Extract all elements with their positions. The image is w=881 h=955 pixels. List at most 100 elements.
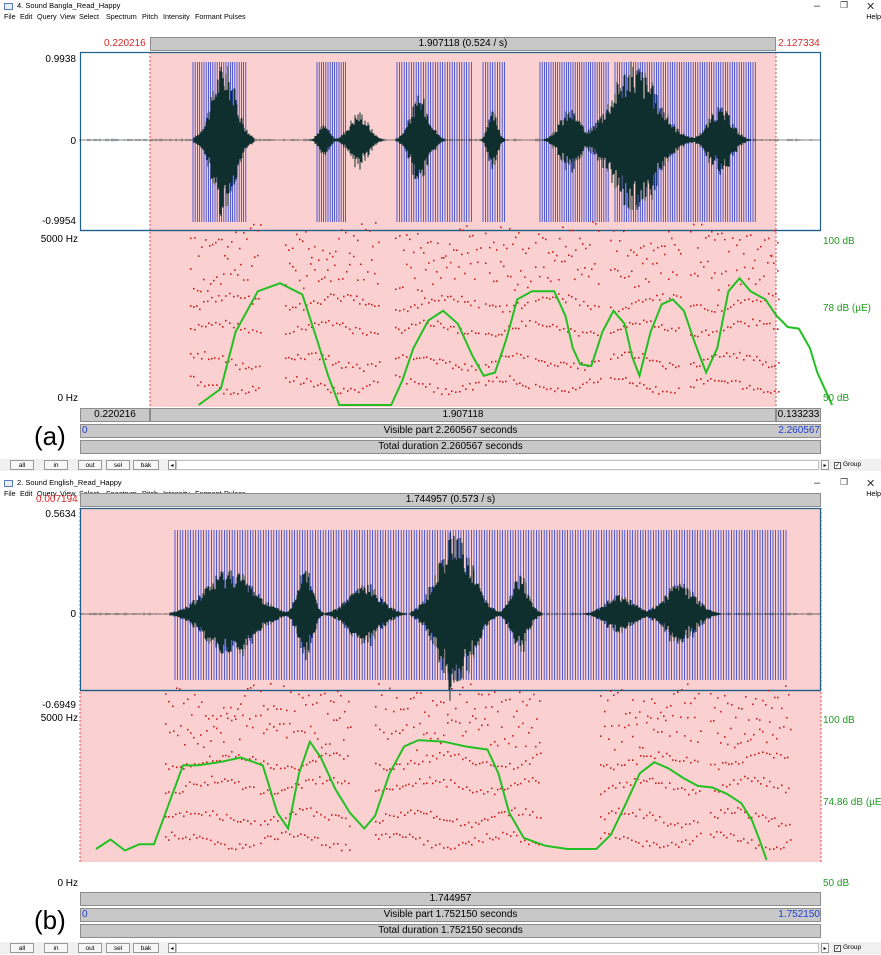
formant-dot [228,755,230,758]
total-duration-bar[interactable]: Total duration 1.752150 seconds [80,924,821,938]
selection-bar[interactable]: 1.744957 (0.573 / s) [80,493,821,507]
formant-dot [512,327,514,330]
formant-dot [478,381,480,384]
restore-icon[interactable]: ❐ [840,0,849,10]
formant-dot [253,786,255,789]
formant-dot [223,741,225,743]
formant-dot [474,837,476,839]
close-icon[interactable]: ✕ [866,1,876,13]
visible-part-bar[interactable]: Visible part 2.260567 seconds [80,424,821,438]
bak-button[interactable]: bak [133,943,159,953]
formant-dot [513,715,515,718]
formant-dot [189,838,191,841]
scroll-left-icon[interactable]: ◂ [168,460,176,470]
formant-dot [694,716,696,719]
formant-dot [513,831,515,833]
menu-file[interactable]: File [4,12,16,21]
formant-dot [704,308,706,310]
menu-view[interactable]: View [60,12,76,21]
minimize-icon[interactable]: – [814,477,821,489]
time-bar-left[interactable]: 0.220216 [80,408,150,422]
out-button[interactable]: out [78,460,102,470]
menu-help[interactable]: Help [866,489,881,498]
out-button[interactable]: out [78,943,102,953]
formant-dot [320,694,322,696]
formant-dot [645,278,647,280]
scroll-left-icon[interactable]: ◂ [168,943,176,953]
waveform-spectrogram-b[interactable] [79,507,822,863]
formant-dot [404,814,406,816]
scroll-right-icon[interactable]: ▸ [821,460,829,470]
menu-select[interactable]: Select [79,12,99,21]
sel-button[interactable]: sel [106,943,130,953]
formant-dot [375,790,377,792]
selection-bar[interactable]: 1.907118 (0.524 / s) [150,37,776,51]
formant-dot [636,763,638,766]
menu-spectrum[interactable]: Spectrum [106,12,137,21]
formant-dot [763,323,765,325]
group-checkbox[interactable]: ✓ Group [834,943,861,953]
menu-file[interactable]: File [4,489,16,498]
formant-dot [710,377,712,380]
formant-dot [446,785,448,788]
sel-button[interactable]: sel [106,460,130,470]
formant-dot [500,260,502,263]
formant-dot [284,788,286,791]
formant-dot [453,249,455,251]
all-button[interactable]: all [10,460,34,470]
formant-dot [375,365,377,367]
menu-edit[interactable]: Edit [20,489,33,498]
menu-pulses[interactable]: Pulses [224,12,246,21]
restore-icon[interactable]: ❐ [840,477,849,487]
formant-dot [187,728,189,731]
formant-dot [165,693,167,695]
formant-dot [744,733,746,735]
formant-dot [550,387,552,390]
formant-dot [603,765,605,768]
menu-view[interactable]: View [60,489,76,498]
scroll-track[interactable] [176,460,819,470]
formant-dot [198,255,200,257]
formant-dot [629,382,631,384]
minimize-icon[interactable]: – [814,0,821,12]
formant-dot [176,766,178,769]
formant-dot [208,358,210,361]
db-bottom: 50 dB [823,878,850,889]
menu-query[interactable]: Query [37,489,57,498]
formant-dot [729,355,731,358]
menu-query[interactable]: Query [37,12,57,21]
group-checkbox[interactable]: ✓ Group [834,460,861,470]
scroll-track[interactable] [176,943,819,953]
close-icon[interactable]: ✕ [866,478,876,490]
formant-dot [662,390,664,393]
in-button[interactable]: in [44,943,68,953]
formant-dot [213,279,215,282]
formant-dot [429,761,431,763]
visible-part-bar[interactable]: Visible part 1.752150 seconds [80,908,821,922]
formant-dot [385,833,387,835]
in-button[interactable]: in [44,460,68,470]
total-duration-bar[interactable]: Total duration 2.260567 seconds [80,440,821,454]
all-button[interactable]: all [10,943,34,953]
menu-formant[interactable]: Formant [195,12,222,21]
formant-dot [280,767,282,770]
formant-dot [320,303,322,305]
formant-dot [299,279,301,282]
formant-dot [430,737,432,740]
time-bar-selection[interactable]: 1.907118 [150,408,776,422]
menu-intensity[interactable]: Intensity [163,12,190,21]
formant-dot [418,763,420,766]
time-bar-right[interactable]: 0.133233 [776,408,821,422]
formant-dot [342,278,344,280]
menu-pitch[interactable]: Pitch [142,12,158,21]
formant-dot [711,230,713,233]
formant-dot [511,809,513,812]
time-bar-selection[interactable]: 1.744957 [80,892,821,906]
formant-dot [420,811,422,813]
waveform-spectrogram-a[interactable] [79,51,834,408]
bak-button[interactable]: bak [133,460,159,470]
menu-edit[interactable]: Edit [20,12,33,21]
menu-help[interactable]: Help [866,12,881,21]
scroll-right-icon[interactable]: ▸ [821,943,829,953]
formant-dot [711,355,713,358]
